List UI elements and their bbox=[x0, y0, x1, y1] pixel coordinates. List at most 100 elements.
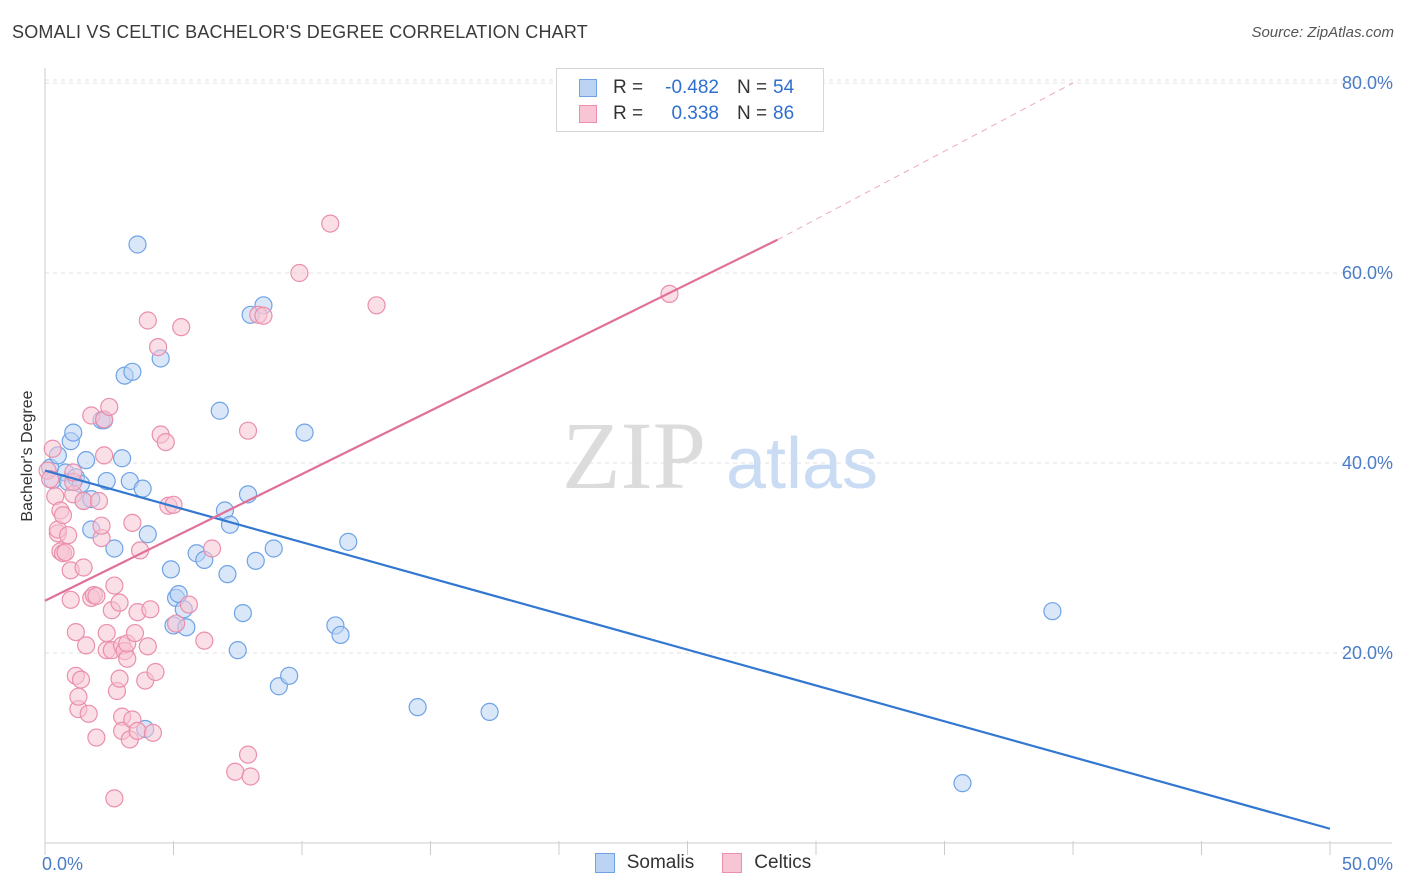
celtics-point bbox=[110, 593, 129, 612]
celtics-point bbox=[195, 631, 214, 650]
somalis-point bbox=[77, 451, 96, 470]
legend-row-celtics: R = 0.338 N = 86 bbox=[579, 102, 794, 126]
celtics-point bbox=[97, 623, 116, 643]
celtics-point bbox=[179, 595, 199, 614]
celtics-point bbox=[105, 789, 124, 808]
legend-n-value: 54 bbox=[773, 77, 795, 98]
somalis-point bbox=[246, 551, 265, 570]
celtics-point bbox=[123, 513, 142, 532]
somalis-point bbox=[233, 603, 252, 623]
celtics-point bbox=[89, 491, 109, 511]
watermark-atlas: atlas bbox=[726, 424, 878, 504]
somalis-trend-line bbox=[44, 469, 1331, 830]
tick-labels: 20.0% 40.0% 60.0% 80.0% 0.0% 50.0% bbox=[42, 73, 1393, 874]
celtics-point bbox=[110, 669, 129, 688]
source-label: Source: ZipAtlas.com bbox=[1251, 24, 1394, 41]
somalis-point bbox=[138, 525, 157, 544]
somalis-point bbox=[105, 539, 124, 558]
somalis-point bbox=[480, 702, 499, 722]
celtics-point bbox=[148, 338, 168, 357]
trend-lines bbox=[44, 82, 1331, 830]
somalis-point bbox=[295, 423, 314, 442]
x-tick-label: 50.0% bbox=[1342, 854, 1393, 874]
celtics-point bbox=[59, 526, 78, 545]
correlation-legend: R = -0.482 N = 54 R = 0.338 N = 86 bbox=[556, 68, 824, 132]
celtics-point bbox=[95, 446, 114, 465]
y-tick-label: 20.0% bbox=[1342, 643, 1393, 663]
celtics-point bbox=[138, 637, 157, 656]
legend-swatch-somalis bbox=[594, 853, 615, 873]
celtics-trend-line bbox=[44, 238, 778, 602]
celtics-point bbox=[202, 539, 222, 558]
somalis-point bbox=[128, 235, 147, 254]
somalis-point bbox=[64, 423, 83, 442]
axes bbox=[44, 68, 1392, 855]
celtics-point bbox=[71, 670, 91, 689]
somalis-point bbox=[97, 471, 116, 491]
somalis-point bbox=[953, 774, 972, 793]
celtics-point bbox=[74, 558, 93, 577]
somalis-point bbox=[112, 449, 132, 468]
celtics-point bbox=[87, 586, 106, 606]
somalis-point bbox=[161, 560, 181, 579]
legend-n-value: 86 bbox=[773, 103, 795, 124]
somalis-point bbox=[133, 479, 152, 498]
celtics-point bbox=[92, 516, 111, 535]
legend-swatch-celtics bbox=[579, 105, 597, 123]
celtics-point bbox=[166, 614, 186, 633]
celtics-point bbox=[172, 318, 191, 337]
celtics-point bbox=[61, 590, 80, 609]
celtics-point bbox=[105, 576, 124, 595]
somalis-point bbox=[280, 666, 299, 685]
celtics-point bbox=[66, 622, 85, 642]
legend-r-label: R = bbox=[613, 77, 644, 98]
celtics-point bbox=[156, 433, 175, 452]
celtics-trend-extension bbox=[777, 82, 1074, 241]
celtics-point bbox=[43, 439, 62, 458]
legend-item-celtics[interactable]: Celtics bbox=[722, 852, 811, 874]
somalis-point bbox=[218, 565, 237, 584]
legend-label-somalis: Somalis bbox=[626, 852, 695, 873]
celtics-point bbox=[138, 311, 157, 330]
somalis-point bbox=[331, 625, 350, 645]
legend-item-somalis[interactable]: Somalis bbox=[594, 852, 695, 874]
celtics-point bbox=[290, 263, 309, 283]
celtics-point bbox=[100, 397, 119, 417]
celtics-point bbox=[146, 662, 165, 682]
y-tick-label: 80.0% bbox=[1342, 73, 1393, 93]
somalis-point bbox=[339, 532, 358, 551]
celtics-point bbox=[77, 636, 96, 655]
celtics-point bbox=[53, 506, 73, 525]
legend-label-celtics: Celtics bbox=[754, 852, 812, 873]
x-tick-label: 0.0% bbox=[42, 854, 83, 874]
celtics-point bbox=[69, 687, 88, 706]
data-points bbox=[38, 214, 1062, 808]
celtics-point bbox=[367, 296, 386, 315]
celtics-point bbox=[238, 421, 258, 440]
somalis-point bbox=[408, 698, 427, 717]
celtics-point bbox=[56, 543, 75, 562]
y-tick-label: 40.0% bbox=[1342, 453, 1393, 473]
celtics-point bbox=[321, 214, 340, 233]
celtics-point bbox=[87, 728, 106, 747]
series-legend: Somalis Celtics bbox=[0, 852, 1406, 874]
celtics-point bbox=[125, 623, 145, 643]
legend-n-label: N = bbox=[737, 103, 768, 124]
watermark: ZIP atlas bbox=[562, 402, 878, 509]
celtics-point bbox=[79, 704, 98, 723]
chart-title: SOMALI VS CELTIC BACHELOR'S DEGREE CORRE… bbox=[12, 22, 588, 42]
celtics-point bbox=[238, 745, 258, 764]
somalis-point bbox=[123, 362, 142, 381]
legend-r-label: R = bbox=[613, 103, 644, 124]
legend-row-somalis: R = -0.482 N = 54 bbox=[579, 76, 794, 100]
celtics-point bbox=[118, 649, 137, 668]
somalis-point bbox=[264, 539, 283, 558]
celtics-point bbox=[143, 723, 163, 742]
celtics-point bbox=[141, 600, 160, 619]
watermark-zip: ZIP bbox=[562, 402, 706, 509]
celtics-point bbox=[41, 470, 60, 489]
y-tick-label: 60.0% bbox=[1342, 263, 1393, 283]
celtics-point bbox=[254, 306, 273, 325]
somalis-point bbox=[210, 401, 229, 420]
